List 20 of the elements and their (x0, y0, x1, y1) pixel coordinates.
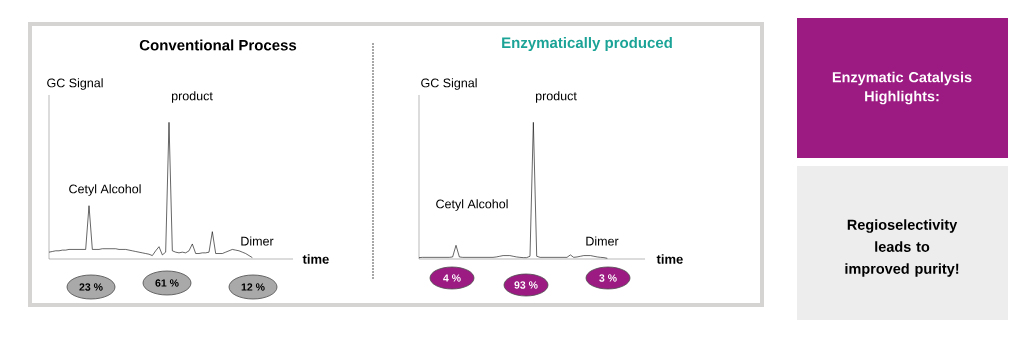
text: 23 % (79, 283, 103, 291)
y-axis-title: GC Signal (47, 78, 103, 90)
text: 12 % (241, 283, 265, 291)
chart-title: Conventional Process (139, 39, 297, 51)
annotation: Dimer (586, 236, 619, 246)
chart-title: Enzymatically produced (502, 37, 672, 51)
annotation: Cetyl Alcohol (69, 184, 141, 196)
text: product (171, 91, 213, 103)
annotation: Cetyl Alcohol (436, 199, 508, 211)
x-axis-title: time (656, 254, 683, 264)
text: 3 % (599, 274, 617, 282)
y-axis-title: GC Signal (421, 78, 477, 90)
text: Regioselectivity leads to improved purity! (845, 219, 959, 277)
text: 4 % (443, 274, 461, 282)
annotation: Dimer (241, 236, 274, 246)
text: 61 % (155, 279, 179, 287)
text: Enzymatic Catalysis Highlights: (832, 71, 972, 105)
text: 93 % (514, 281, 538, 289)
text: product (535, 91, 577, 103)
x-axis-title: time (302, 254, 329, 264)
